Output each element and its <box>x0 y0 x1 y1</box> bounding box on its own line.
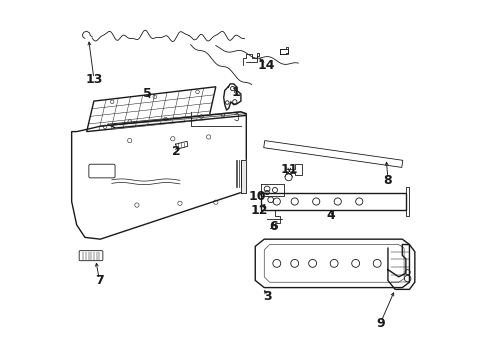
Text: 1: 1 <box>231 86 240 99</box>
Text: 13: 13 <box>85 73 102 86</box>
Text: 9: 9 <box>376 317 384 330</box>
Text: 3: 3 <box>263 290 271 303</box>
Text: 11: 11 <box>280 163 298 176</box>
Text: 7: 7 <box>95 274 103 287</box>
Polygon shape <box>108 112 246 128</box>
Text: 8: 8 <box>383 174 391 186</box>
FancyBboxPatch shape <box>89 164 115 178</box>
Text: 12: 12 <box>249 204 267 217</box>
FancyBboxPatch shape <box>280 49 287 54</box>
Text: 5: 5 <box>143 87 152 100</box>
Polygon shape <box>100 112 246 126</box>
Text: 4: 4 <box>325 210 334 222</box>
Text: 6: 6 <box>268 220 277 233</box>
FancyBboxPatch shape <box>79 251 102 261</box>
Text: 10: 10 <box>248 190 265 203</box>
Polygon shape <box>241 160 246 193</box>
Text: 2: 2 <box>172 145 181 158</box>
Text: 14: 14 <box>257 59 274 72</box>
